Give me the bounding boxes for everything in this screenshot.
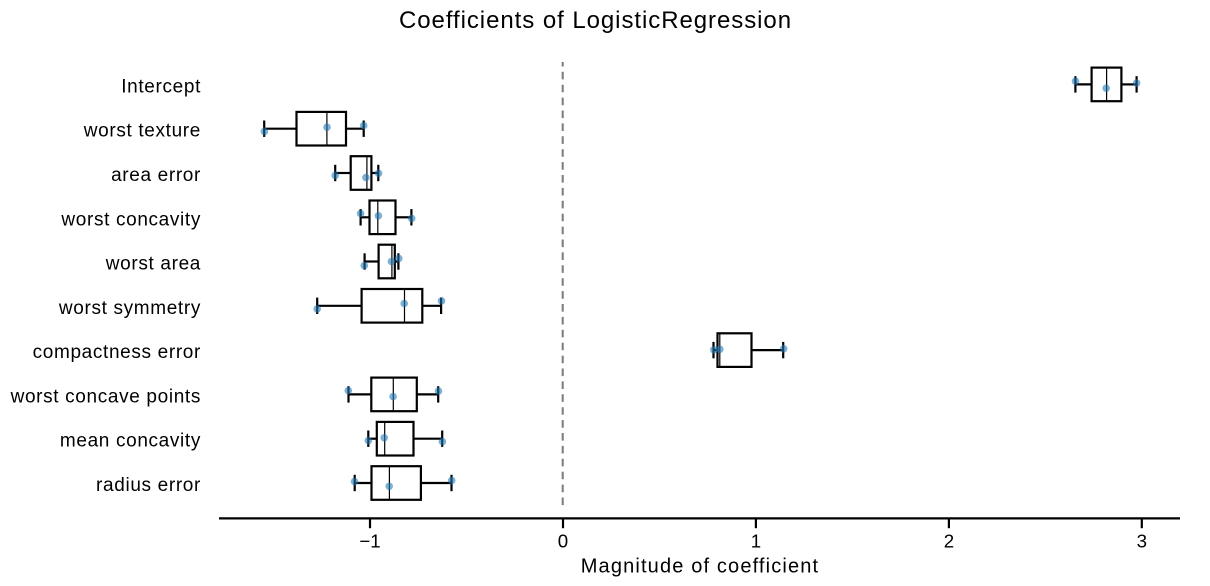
- svg-text:Magnitude of coefficient: Magnitude of coefficient: [581, 556, 819, 578]
- svg-text:area error: area error: [111, 165, 201, 186]
- svg-text:worst symmetry: worst symmetry: [58, 298, 201, 319]
- svg-text:worst concavity: worst concavity: [60, 209, 201, 230]
- svg-text:1: 1: [751, 531, 761, 552]
- svg-text:2: 2: [944, 531, 954, 552]
- svg-text:compactness error: compactness error: [33, 342, 201, 363]
- svg-text:−1: −1: [359, 531, 380, 552]
- svg-text:3: 3: [1137, 531, 1147, 552]
- svg-text:Intercept: Intercept: [121, 76, 201, 97]
- svg-text:0: 0: [558, 531, 568, 552]
- svg-text:Coefficients of LogisticRegres: Coefficients of LogisticRegression: [399, 7, 792, 34]
- svg-text:mean concavity: mean concavity: [60, 431, 201, 452]
- svg-text:worst area: worst area: [105, 254, 201, 275]
- svg-text:radius error: radius error: [96, 475, 201, 496]
- svg-text:worst concave points: worst concave points: [10, 386, 201, 407]
- svg-text:worst texture: worst texture: [83, 121, 201, 142]
